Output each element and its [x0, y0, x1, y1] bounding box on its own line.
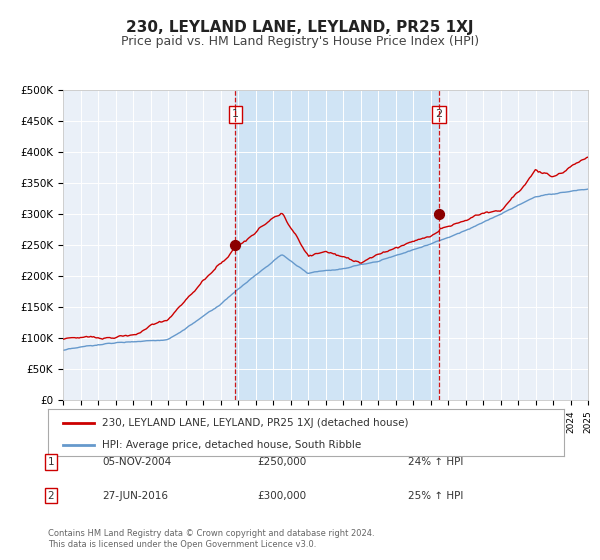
Text: 2: 2 [436, 109, 443, 119]
Text: 05-NOV-2004: 05-NOV-2004 [102, 457, 171, 467]
Text: 230, LEYLAND LANE, LEYLAND, PR25 1XJ: 230, LEYLAND LANE, LEYLAND, PR25 1XJ [126, 20, 474, 35]
Text: Price paid vs. HM Land Registry's House Price Index (HPI): Price paid vs. HM Land Registry's House … [121, 35, 479, 48]
Bar [235, 90, 439, 400]
Point [230, 241, 240, 250]
Text: 2: 2 [47, 491, 55, 501]
Text: 24% ↑ HPI: 24% ↑ HPI [408, 457, 463, 467]
Text: 27-JUN-2016: 27-JUN-2016 [102, 491, 168, 501]
Text: HPI: Average price, detached house, South Ribble: HPI: Average price, detached house, Sout… [102, 440, 361, 450]
Point [434, 209, 444, 218]
Text: 1: 1 [232, 109, 239, 119]
Text: £250,000: £250,000 [257, 457, 307, 467]
Text: 25% ↑ HPI: 25% ↑ HPI [408, 491, 463, 501]
Text: 1: 1 [47, 457, 55, 467]
Text: £300,000: £300,000 [257, 491, 307, 501]
Text: 230, LEYLAND LANE, LEYLAND, PR25 1XJ (detached house): 230, LEYLAND LANE, LEYLAND, PR25 1XJ (de… [102, 418, 409, 428]
Text: Contains HM Land Registry data © Crown copyright and database right 2024.
This d: Contains HM Land Registry data © Crown c… [48, 529, 374, 549]
